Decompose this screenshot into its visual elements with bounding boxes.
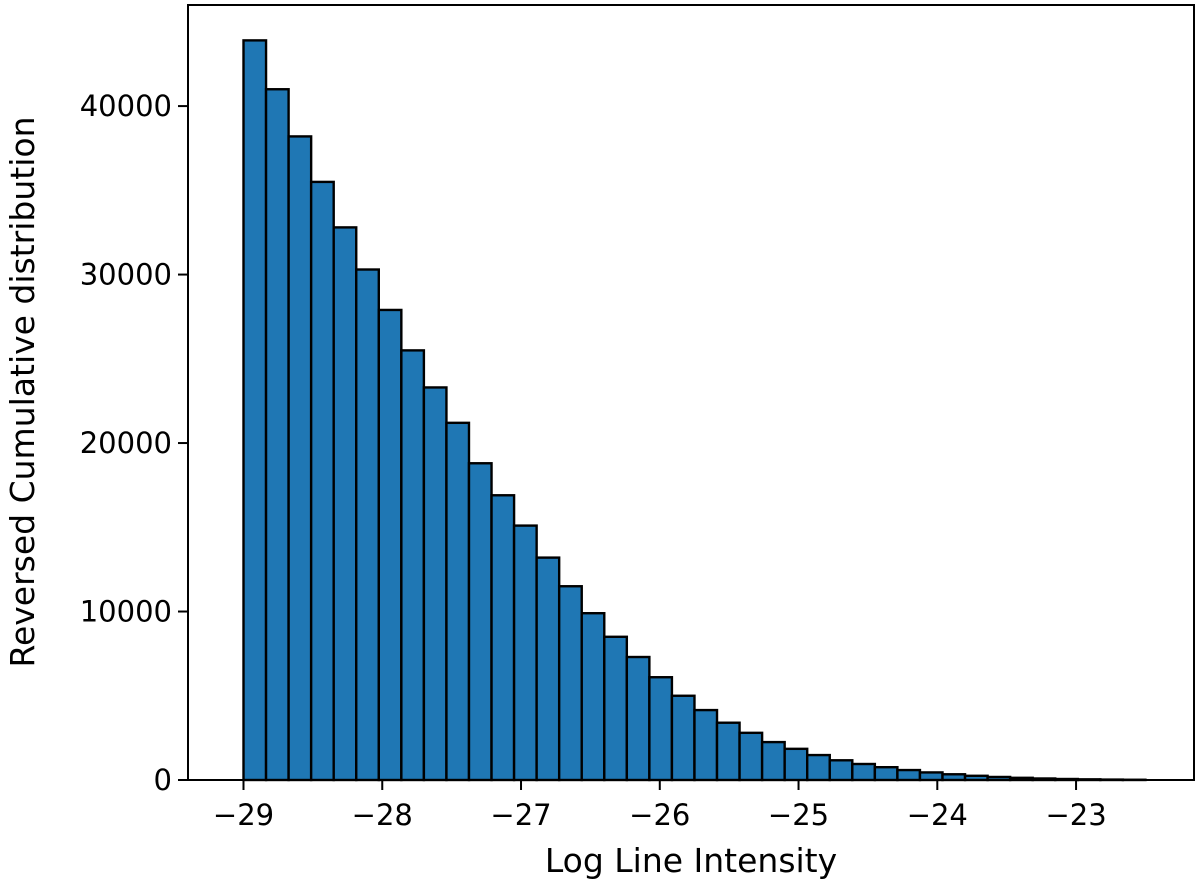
x-tick-label: −26 — [629, 798, 690, 832]
histogram-bar — [377, 308, 403, 782]
histogram-bar — [806, 753, 831, 782]
histogram-bar — [467, 462, 493, 782]
y-tick-label: 40000 — [80, 89, 172, 123]
x-tick-label: −29 — [213, 798, 274, 832]
histogram-bar — [873, 765, 899, 782]
histogram-bar — [355, 268, 380, 782]
x-tick-label: −27 — [490, 798, 551, 832]
histogram-bar — [918, 771, 944, 782]
histogram-bar — [648, 676, 674, 782]
histogram-bar — [828, 759, 854, 782]
histogram-bar — [490, 494, 516, 782]
histogram-bar — [580, 612, 606, 782]
y-tick-label: 20000 — [80, 426, 172, 460]
histogram-bar — [332, 226, 358, 782]
histogram-bar — [760, 740, 786, 782]
histogram-bar — [557, 585, 583, 782]
histogram-bar — [287, 135, 313, 782]
y-tick-label: 0 — [154, 763, 172, 797]
x-axis: −29 −28 −27 −26 −25 −24 −23 — [213, 780, 1107, 832]
histogram-bar — [896, 768, 922, 782]
x-tick-label: −25 — [768, 798, 829, 832]
bars-group — [242, 39, 1147, 782]
histogram-bar — [783, 747, 809, 782]
histogram-bar — [693, 708, 719, 782]
histogram-bar — [535, 556, 561, 782]
plot-frame — [187, 4, 1195, 781]
histogram-bar — [625, 655, 651, 782]
x-tick-label: −23 — [1045, 798, 1106, 832]
histogram-bar — [512, 524, 538, 782]
histogram-bar — [242, 39, 268, 782]
x-tick-label: −28 — [352, 798, 413, 832]
x-tick-label: −24 — [907, 798, 968, 832]
y-axis-title: Reversed Cumulative distribution — [3, 117, 42, 668]
y-tick-label: 10000 — [80, 595, 172, 629]
histogram-bar — [738, 731, 764, 782]
histogram-bar — [422, 386, 448, 782]
histogram-bar — [670, 694, 696, 782]
histogram-bar — [264, 88, 290, 782]
y-tick-label: 30000 — [80, 258, 172, 292]
histogram-bar — [603, 635, 629, 782]
histogram-bar — [309, 180, 335, 782]
histogram-bar — [715, 721, 741, 782]
histogram-bar — [445, 421, 471, 782]
histogram-bar — [851, 762, 877, 782]
x-axis-title: Log Line Intensity — [545, 841, 837, 880]
y-axis: 0 10000 20000 30000 40000 — [80, 89, 188, 797]
histogram-bar — [400, 349, 426, 782]
